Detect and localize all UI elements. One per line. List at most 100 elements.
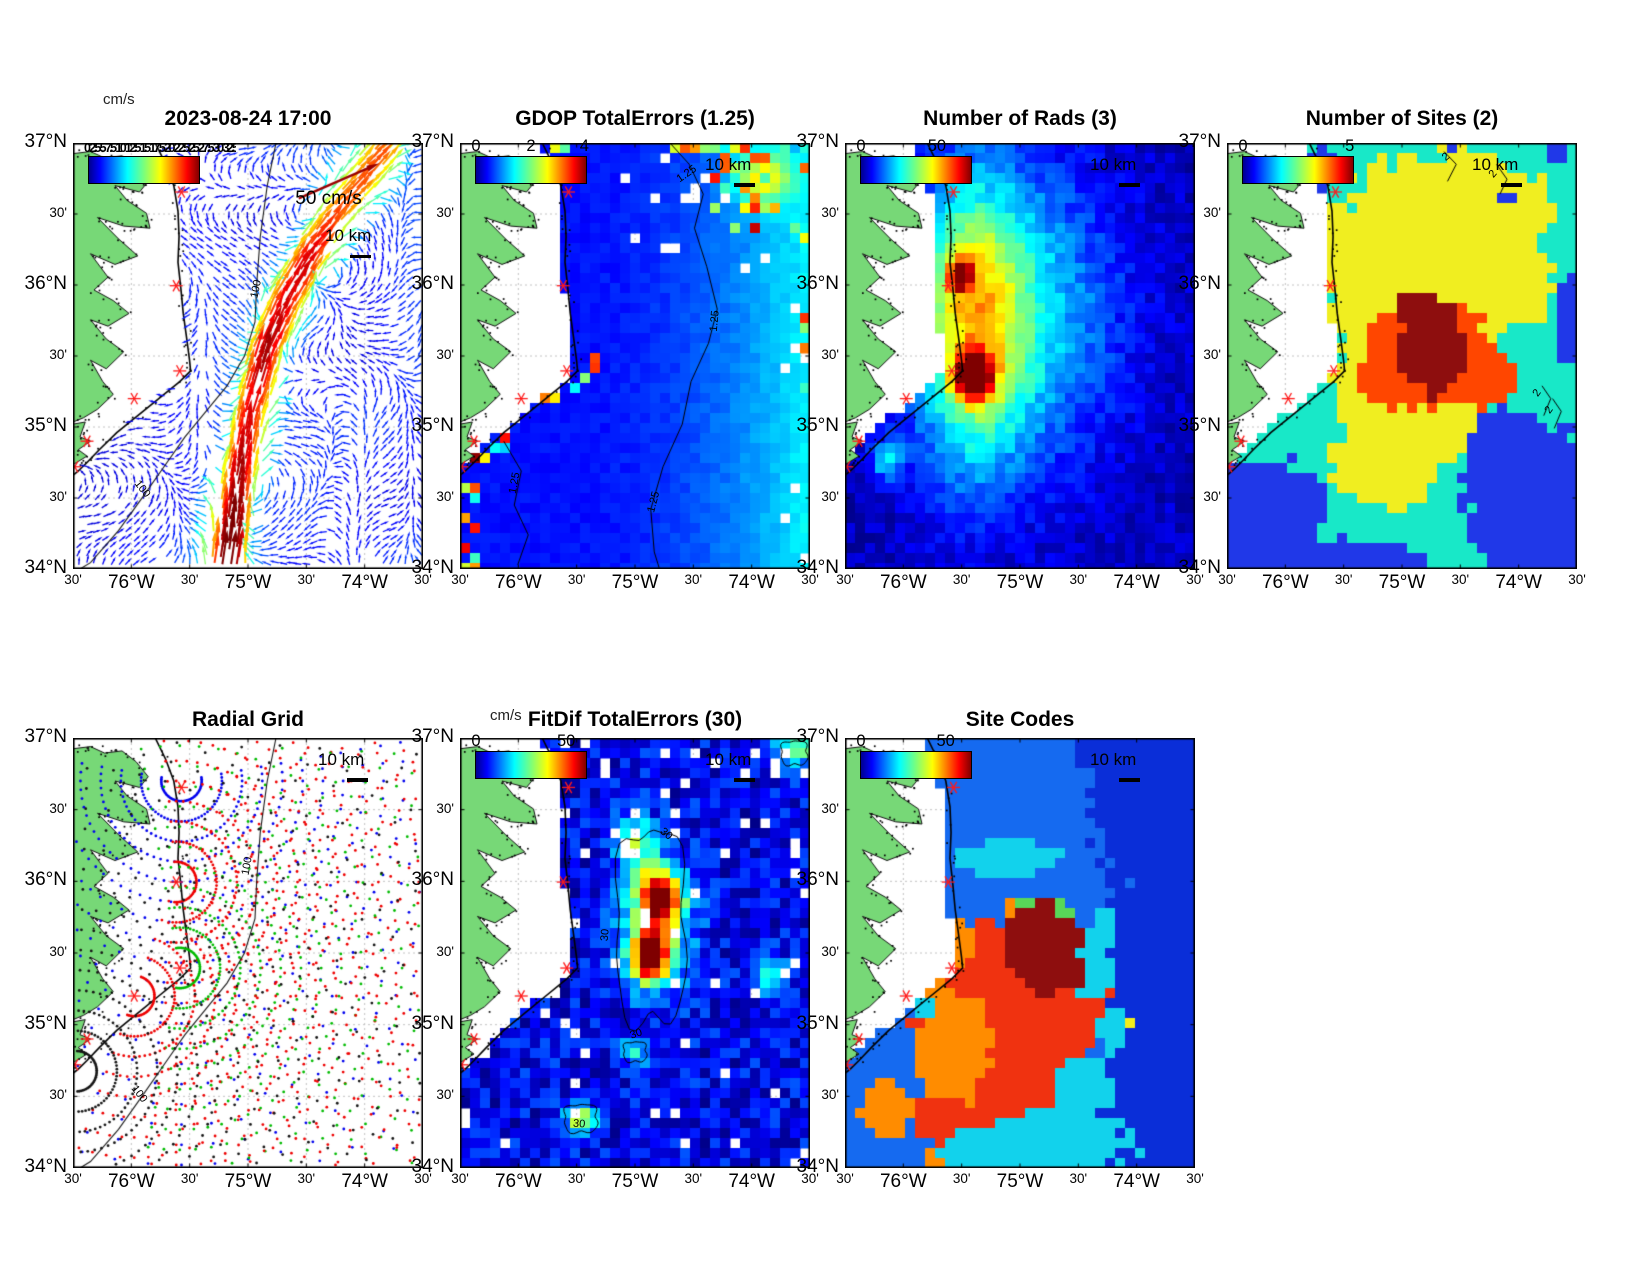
y-axis-label: 36°N [24,869,67,891]
x-axis-label: 75°W [996,572,1044,593]
y-axis-label: 34°N [24,557,67,578]
colorbar-tick: 50 [936,732,955,750]
y-axis-label: 30' [821,489,839,504]
x-axis-label: 30' [1568,572,1586,587]
x-axis-label: 75°W [224,1171,272,1192]
colorbar-tick: 0 [1238,137,1248,155]
x-axis-label: 74°W [728,1171,775,1192]
panel-title: FitDif TotalErrors (30) [527,708,743,731]
y-axis-label: 35°N [1178,415,1221,436]
colorbar-tick: 2 [526,137,536,155]
y-axis-label: 34°N [1178,557,1221,578]
panel-gdop-total-errors: GDOP TotalErrors (1.25) 37°N 30' 36°N 30' 35°… [412,107,819,593]
panel-title: Number of Sites (2) [1305,107,1499,130]
map-canvas-number-of-sites [1227,143,1577,569]
x-axis-label: 75°W [611,572,659,593]
colorbar: 0 2.5 5 7.5 10 12.5 15 17.5 20 22.5 25 2… [84,141,236,184]
colorbar-tick-labels-overlapping: 0 2.5 5 7.5 10 12.5 15 17.5 20 22.5 25 2… [84,141,236,155]
map-canvas-fitdif-total-errors [460,738,810,1168]
km-scale-label: 10 km [705,154,752,174]
panel-number-of-sites: Number of Sites (2) 37°N 30' 36°N 30' 35°N 30'… [1179,107,1586,593]
colorbar: 0 50 [856,732,972,779]
x-axis-label: 30' [801,1171,819,1186]
colorbar-units-label: cm/s [103,91,135,108]
y-axis-label: 30' [436,800,454,816]
colorbar-units-label: cm/s [490,707,522,724]
y-axis-label: 30' [821,1087,839,1103]
colorbar-tick: 50 [557,732,576,750]
y-axis-label: 37°N [411,726,454,747]
colorbar: 0 50 [856,137,972,184]
y-axis-label: 36°N [796,273,839,294]
y-axis-label: 30' [49,800,67,816]
x-axis-label: 30' [1186,572,1204,587]
y-axis-label: 30' [1203,489,1221,504]
y-axis-label: 30' [49,347,67,362]
x-axis-label: 76°W [494,572,542,593]
colorbar-tick: 0 [471,732,481,750]
x-axis-label: 30' [414,572,432,587]
km-scale-bar [733,183,755,187]
x-axis-label: 75°W [611,1171,659,1192]
y-axis-label: 30' [49,1087,67,1103]
x-axis-label: 30' [801,572,819,587]
panel-site-codes: Site Codes 37°N 30' 36°N 30' 35°N 30' 34°N 30' 76… [797,708,1204,1192]
y-axis-label: 30' [436,489,454,504]
y-axis-label: 34°N [411,557,454,578]
x-axis-label: 30' [567,572,586,587]
y-axis-label: 36°N [796,869,839,891]
y-axis-label: 35°N [411,1012,454,1034]
colorbar-tick: 5 [1345,137,1355,155]
y-axis-label: 30' [436,944,454,959]
x-axis-label: 74°W [1113,572,1160,593]
y-axis-label: 37°N [24,131,67,152]
y-axis-label: 30' [436,1087,454,1103]
x-axis-label: 75°W [996,1171,1044,1192]
x-axis-label: 76°W [879,1171,927,1192]
map-canvas-number-of-rads [845,143,1195,569]
km-scale-label: 10 km [325,226,372,246]
x-axis-label: 74°W [1113,1171,1160,1192]
x-axis-label: 30' [64,1171,82,1186]
panel-title: Radial Grid [191,708,305,731]
x-axis-label: 30' [414,1171,432,1186]
x-axis-label: 30' [180,1171,199,1186]
map-canvas-radial-grid [73,738,423,1168]
y-axis-label: 30' [49,205,67,220]
y-axis-label: 30' [1203,347,1221,362]
km-scale-label: 10 km [1090,154,1137,174]
panel-surface-currents: 2023-08-24 17:00 cm/s 37°N 30' 36°N 30' 35°N 30… [25,91,432,593]
y-axis-label: 30' [436,205,454,220]
y-axis-label: 30' [821,800,839,816]
x-axis-label: 74°W [341,572,388,593]
colorbar-tick: 50 [927,137,947,155]
y-axis-label: 35°N [24,1012,67,1034]
y-axis-label: 30' [1203,205,1221,220]
colorbar-tick: 4 [579,137,589,155]
x-axis-label: 30' [64,572,82,587]
map-canvas-gdop-total-errors [460,143,810,569]
x-axis-label: 30' [1334,572,1353,587]
x-axis-label: 74°W [1495,572,1542,593]
x-axis-label: 30' [952,1171,971,1186]
x-axis-label: 30' [1069,1171,1088,1186]
y-axis-label: 35°N [796,415,839,436]
y-axis-label: 34°N [796,1156,839,1177]
x-axis-label: 30' [836,1171,854,1186]
y-axis-label: 30' [49,489,67,504]
y-axis-label: 37°N [1178,131,1221,152]
y-axis-label: 35°N [411,415,454,436]
x-axis-label: 30' [1069,572,1088,587]
y-axis-label: 34°N [411,1156,454,1177]
x-axis-label: 30' [836,572,854,587]
x-axis-label: 75°W [1378,572,1426,593]
colorbar: 0 2 4 [471,137,589,184]
colorbar-tick: 0 [471,137,481,155]
colorbar: 0 50 [471,732,587,779]
km-scale-label: 10 km [1472,154,1519,174]
y-axis-label: 34°N [24,1156,67,1177]
x-axis-label: 76°W [107,572,155,593]
y-axis-label: 37°N [411,131,454,152]
x-axis-label: 30' [297,572,316,587]
y-axis-label: 36°N [411,273,454,294]
